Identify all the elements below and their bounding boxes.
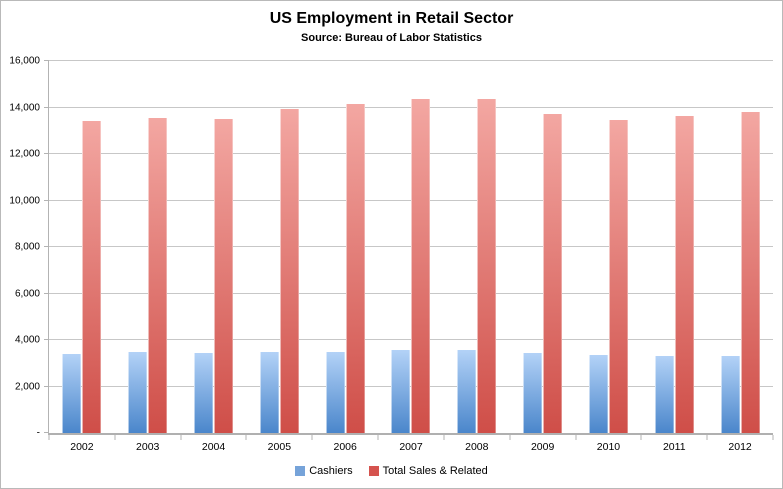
bar-cashiers-2012: [720, 356, 740, 433]
legend-item-cashiers: Cashiers: [295, 465, 353, 477]
category-2010: [576, 61, 642, 433]
x-axis-tick-3: [245, 435, 247, 440]
y-axis-tick-12000: [44, 153, 49, 154]
bar-total-sales-related-2010: [608, 120, 628, 433]
x-axis-tick-11: [772, 435, 774, 440]
x-axis-label-2010: 2010: [596, 441, 621, 453]
x-axis-tick-2: [180, 435, 182, 440]
x-axis-label-2006: 2006: [333, 441, 357, 453]
y-axis-label-8000: 8,000: [14, 241, 40, 253]
x-axis-label-2005: 2005: [267, 441, 292, 453]
bar-cashiers-2010: [588, 355, 608, 433]
chart-subtitle: Source: Bureau of Labor Statistics: [301, 32, 482, 44]
category-2003: [115, 61, 181, 433]
x-axis-tick-6: [443, 435, 445, 440]
category-2009: [510, 61, 576, 433]
bar-total-sales-related-2012: [740, 112, 760, 433]
category-2012: [707, 61, 773, 433]
y-axis-label-4000: 4,000: [14, 334, 40, 346]
gridline-10000: [49, 199, 773, 201]
bar-cashiers-2011: [654, 356, 674, 433]
gridline-2000: [49, 385, 773, 387]
bar-total-sales-related-2009: [543, 114, 563, 433]
x-axis-label-2004: 2004: [201, 441, 226, 453]
y-axis-tick-0: [44, 432, 49, 433]
x-axis-label-2007: 2007: [399, 441, 423, 453]
y-axis-tick-16000: [44, 60, 49, 61]
y-axis-label-14000: 14,000: [9, 102, 40, 113]
x-axis-label-2012: 2012: [728, 441, 752, 453]
y-axis-tick-8000: [44, 246, 49, 247]
plot-area: - 2,000 4,000 6,000 8,000 10,000 12,000 14,000 1…: [9, 56, 774, 453]
x-axis-tick-4: [311, 435, 313, 440]
bar-total-sales-related-2006: [345, 104, 365, 433]
bar-total-sales-related-2004: [214, 119, 234, 433]
y-axis-tick-2000: [44, 385, 49, 387]
gridline-6000: [49, 292, 773, 294]
category-2002: [49, 61, 115, 433]
bar-total-sales-related-2007: [411, 99, 431, 433]
y-axis-tick-10000: [44, 199, 49, 201]
gridline-16000: [49, 60, 773, 61]
bar-total-sales-related-2005: [279, 108, 299, 433]
legend-swatch-cashiers: [295, 466, 306, 476]
x-axis-label-2008: 2008: [465, 441, 489, 453]
bar-cashiers-2003: [128, 351, 148, 433]
x-axis-tick-8: [575, 435, 577, 440]
bar-cashiers-2006: [325, 351, 345, 433]
x-axis-tick-7: [509, 435, 511, 440]
chart-title: US Employment in Retail Sector: [269, 10, 514, 27]
bar-cashiers-2004: [194, 352, 214, 433]
gridline-4000: [49, 339, 773, 340]
category-2008: [444, 61, 510, 433]
bar-cashiers-2008: [457, 350, 477, 433]
y-axis-label-2000: 2,000: [14, 381, 40, 392]
y-axis-label-10000: 10,000: [9, 195, 40, 206]
legend: Cashiers Total Sales & Related: [1, 465, 782, 477]
bar-total-sales-related-2003: [148, 117, 168, 433]
bar-cashiers-2007: [391, 350, 411, 433]
y-axis-label-0: -: [36, 427, 40, 439]
y-axis-tick-6000: [44, 292, 49, 294]
category-2011: [641, 61, 707, 433]
category-2005: [246, 61, 312, 433]
y-axis-tick-14000: [44, 106, 49, 108]
y-axis-label-12000: 12,000: [9, 148, 40, 160]
x-axis-label-2009: 2009: [530, 441, 555, 453]
x-axis-tick-5: [377, 435, 379, 440]
bar-total-sales-related-2011: [674, 115, 694, 433]
legend-item-total-sales: Total Sales & Related: [368, 465, 488, 477]
gridline-12000: [49, 153, 773, 154]
gridline-14000: [49, 106, 773, 108]
bar-cashiers-2009: [523, 352, 543, 433]
x-axis-tick-10: [706, 435, 708, 440]
category-2006: [312, 61, 378, 433]
y-axis-label-6000: 6,000: [14, 288, 40, 299]
y-axis-label-16000: 16,000: [9, 55, 40, 67]
bar-total-sales-related-2008: [477, 99, 497, 433]
x-axis-tick-1: [114, 435, 116, 440]
x-axis-tick-9: [640, 435, 642, 440]
x-axis-label-2003: 2003: [136, 441, 160, 453]
bar-cashiers-2002: [62, 353, 82, 433]
gridline-8000: [49, 246, 773, 247]
bar-total-sales-related-2002: [82, 121, 102, 433]
legend-label-cashiers: Cashiers: [309, 465, 353, 477]
x-axis-label-2011: 2011: [662, 441, 686, 453]
x-axis-tick-0: [48, 435, 50, 440]
category-2007: [378, 61, 444, 433]
legend-swatch-total-sales: [368, 466, 379, 476]
bar-cashiers-2005: [259, 351, 279, 433]
category-2004: [181, 61, 247, 433]
y-axis-tick-4000: [44, 339, 49, 340]
legend-label-total-sales: Total Sales & Related: [382, 465, 488, 477]
x-axis-label-2002: 2002: [70, 441, 94, 453]
